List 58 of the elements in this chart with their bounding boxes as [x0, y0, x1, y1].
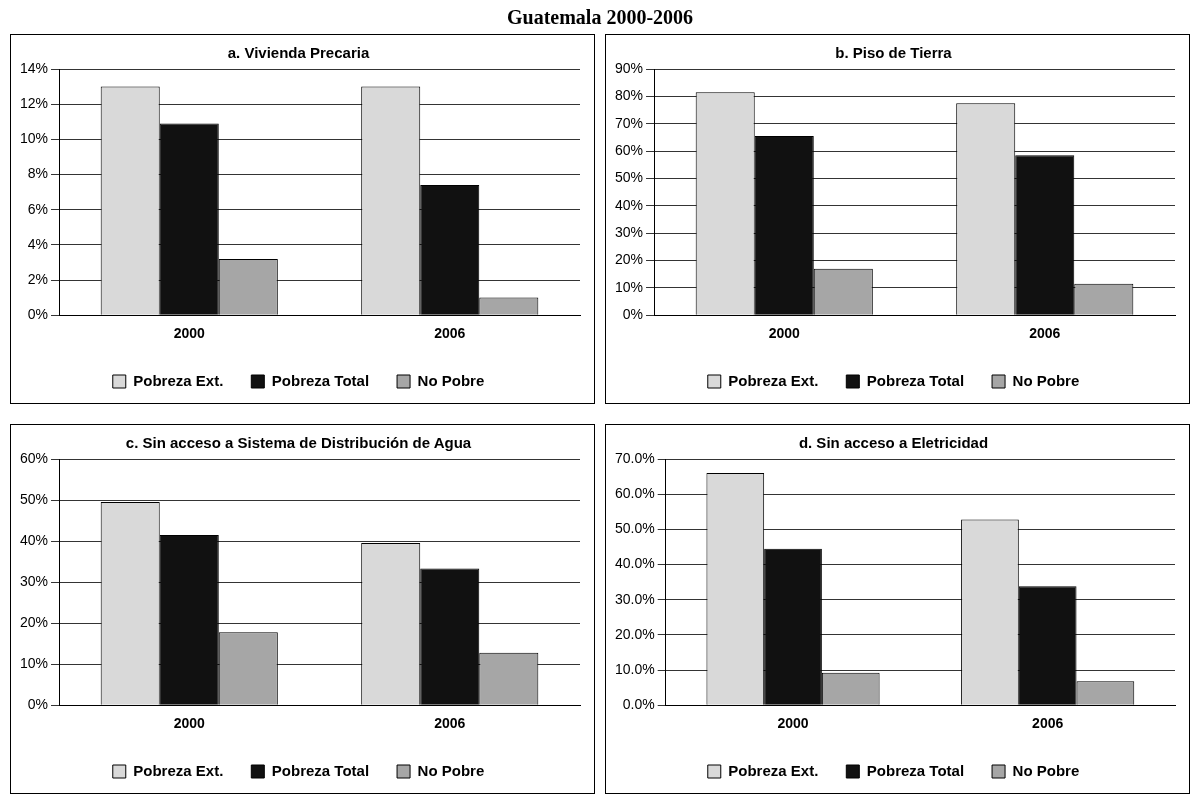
- legend-label: Pobreza Total: [866, 761, 965, 779]
- chart-title: d. Sin acceso a Eletricidad: [798, 434, 989, 452]
- y-tick-label: 40.0%: [614, 555, 655, 572]
- y-tick-label: 2%: [27, 270, 49, 287]
- y-tick-label: 10%: [19, 655, 49, 672]
- legend-label: Pobreza Total: [866, 371, 965, 389]
- y-tick-label: 50%: [614, 169, 644, 186]
- text: Guatemala 2000-2006: [506, 6, 694, 28]
- x-tick-label: 2006: [1032, 715, 1064, 732]
- x-tick-label: 2006: [434, 715, 466, 732]
- x-tick-label: 2000: [768, 325, 801, 342]
- x-tick-label: 2000: [173, 715, 206, 732]
- y-tick-label: 4%: [27, 235, 49, 252]
- y-tick-label: 20%: [614, 251, 644, 268]
- y-tick-label: 6%: [27, 200, 49, 217]
- y-tick-label: 20%: [19, 613, 49, 630]
- y-tick-label: 70.0%: [614, 449, 655, 466]
- chart-title: c. Sin acceso a Sistema de Distribución de Agua: [125, 434, 472, 452]
- y-tick-label: 30.0%: [614, 590, 655, 607]
- x-tick-label: 2000: [777, 715, 809, 732]
- legend-label: Pobreza Ext.: [133, 371, 224, 389]
- y-tick-label: 40%: [614, 196, 644, 213]
- y-tick-label: 14%: [19, 59, 49, 76]
- legend-label: Pobreza Ext.: [728, 371, 819, 389]
- y-tick-label: 50.0%: [614, 520, 655, 537]
- y-tick-label: 60%: [614, 141, 644, 158]
- x-tick-label: 2000: [173, 325, 206, 342]
- y-tick-label: 80%: [614, 87, 644, 104]
- legend-label: Pobreza Total: [271, 761, 370, 779]
- y-tick-label: 60%: [19, 449, 49, 466]
- y-tick-label: 8%: [27, 165, 49, 182]
- y-tick-label: 0%: [27, 696, 49, 713]
- y-tick-label: 0.0%: [622, 696, 655, 713]
- legend-label: No Pobre: [1012, 761, 1080, 779]
- x-tick-label: 2006: [1029, 325, 1061, 342]
- y-tick-label: 0%: [27, 306, 49, 323]
- y-tick-label: 10%: [19, 130, 49, 147]
- y-tick-label: 90%: [614, 59, 644, 76]
- x-tick-label: 2006: [434, 325, 466, 342]
- legend-label: No Pobre: [417, 761, 485, 779]
- y-tick-label: 12%: [19, 95, 49, 112]
- y-tick-label: 30%: [614, 223, 644, 240]
- y-tick-label: 10%: [614, 278, 644, 295]
- chart-title: a. Vivienda Precaria: [227, 44, 370, 62]
- y-tick-label: 60.0%: [614, 485, 655, 502]
- legend-label: No Pobre: [1012, 371, 1080, 389]
- y-tick-label: 50%: [19, 490, 49, 507]
- y-tick-label: 30%: [19, 572, 49, 589]
- chart-title: b. Piso de Tierra: [835, 44, 953, 62]
- y-tick-label: 0%: [622, 306, 644, 323]
- y-tick-label: 20.0%: [614, 625, 655, 642]
- y-tick-label: 70%: [614, 114, 644, 131]
- y-tick-label: 40%: [19, 531, 49, 548]
- legend-label: Pobreza Total: [271, 371, 370, 389]
- legend-label: Pobreza Ext.: [728, 761, 819, 779]
- legend-label: No Pobre: [417, 371, 485, 389]
- legend-label: Pobreza Ext.: [133, 761, 224, 779]
- y-tick-label: 10.0%: [614, 660, 655, 677]
